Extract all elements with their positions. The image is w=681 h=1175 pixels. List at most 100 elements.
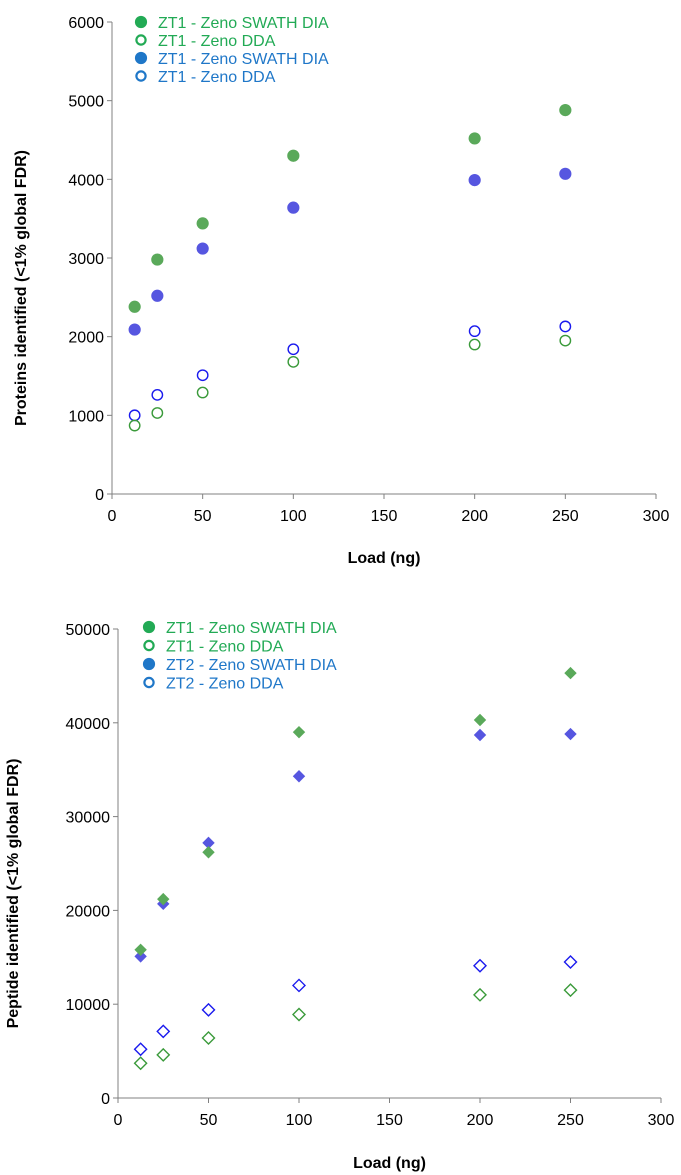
data-point xyxy=(128,300,141,313)
x-tick-label: 300 xyxy=(648,1112,675,1129)
legend-entry: ZT1 - Zeno SWATH DIA xyxy=(134,51,329,68)
series-3 xyxy=(133,955,578,1057)
legend-marker xyxy=(143,639,155,652)
data-point xyxy=(202,846,215,859)
data-point xyxy=(563,955,578,969)
data-point xyxy=(287,343,300,356)
data-point xyxy=(128,323,141,336)
data-point xyxy=(196,217,209,230)
y-axis-title: Proteins identified (<1% global FDR) xyxy=(13,150,30,426)
data-point xyxy=(563,983,578,998)
legend-entry: ZT1 - Zeno DDA xyxy=(143,639,284,656)
data-point xyxy=(468,174,481,187)
series-0 xyxy=(134,666,577,957)
legend-marker xyxy=(143,676,155,689)
data-point xyxy=(292,770,306,783)
data-point xyxy=(468,325,481,338)
data-point xyxy=(133,1042,148,1057)
data-point xyxy=(156,1047,171,1062)
x-tick-label: 100 xyxy=(286,1112,313,1129)
data-point xyxy=(559,167,572,180)
x-tick-label: 200 xyxy=(467,1112,494,1129)
legend-label: ZT1 - Zeno DDA xyxy=(166,639,284,656)
legend-entry: ZT2 - Zeno DDA xyxy=(143,676,284,693)
data-point xyxy=(292,1007,306,1022)
data-point xyxy=(134,950,147,963)
data-point xyxy=(201,1030,216,1045)
x-tick-label: 250 xyxy=(552,508,579,525)
data-point xyxy=(133,1056,148,1071)
y-tick-label: 20000 xyxy=(66,903,111,920)
legend-entry: ZT1 - Zeno DDA xyxy=(135,33,276,50)
peptides-chart: 0 10000 20000 30000 40000 50000 0 50 100 150 200 25… xyxy=(5,620,674,1172)
data-point xyxy=(564,727,577,741)
data-point xyxy=(151,289,164,302)
series-2 xyxy=(128,167,572,336)
legend-label: ZT1 - Zeno DDA xyxy=(158,69,276,86)
legend-marker xyxy=(142,620,156,634)
y-tick-label: 4000 xyxy=(68,172,104,189)
y-tick-label: 30000 xyxy=(66,810,111,827)
proteins-chart: 0 1000 2000 3000 4000 5000 6000 0 50 100 150 200 250… xyxy=(13,15,669,567)
y-tick-label: 10000 xyxy=(66,997,111,1014)
y-tick-label: 40000 xyxy=(66,716,111,733)
data-point xyxy=(196,242,209,255)
data-point xyxy=(201,1002,216,1017)
data-point xyxy=(156,1024,171,1039)
data-point xyxy=(473,987,487,1002)
data-point xyxy=(473,728,487,742)
x-tick-label: 0 xyxy=(114,1112,123,1129)
data-point xyxy=(559,320,572,333)
legend-label: ZT1 - Zeno SWATH DIA xyxy=(158,51,329,68)
legend-label: ZT2 - Zeno SWATH DIA xyxy=(166,657,337,674)
x-axis-title: Load (ng) xyxy=(348,550,421,567)
data-point xyxy=(287,149,300,162)
x-tick-label: 200 xyxy=(461,508,488,525)
data-point xyxy=(292,725,306,739)
data-point xyxy=(151,388,164,401)
legend-label: ZT1 - Zeno SWATH DIA xyxy=(158,15,329,32)
legend-entry: ZT1 - Zeno SWATH DIA xyxy=(142,620,337,637)
data-point xyxy=(559,104,572,117)
data-point xyxy=(468,132,481,145)
series-1 xyxy=(128,334,572,432)
series-1 xyxy=(133,983,578,1071)
data-point xyxy=(559,334,572,347)
x-tick-label: 50 xyxy=(200,1112,218,1129)
legend-entry: ZT2 - Zeno SWATH DIA xyxy=(142,657,337,674)
legend-label: ZT1 - Zeno DDA xyxy=(158,33,276,50)
series-2 xyxy=(134,727,577,963)
data-point xyxy=(564,666,577,680)
y-tick-label: 2000 xyxy=(68,330,104,347)
data-point xyxy=(468,338,481,351)
legend-label: ZT1 - Zeno SWATH DIA xyxy=(166,620,337,637)
data-point xyxy=(473,958,487,973)
data-point xyxy=(196,369,209,382)
x-axis-title: Load (ng) xyxy=(353,1155,426,1172)
legend-label: ZT2 - Zeno DDA xyxy=(166,676,284,693)
y-tick-label: 6000 xyxy=(68,15,104,32)
data-point xyxy=(151,253,164,266)
data-point xyxy=(128,409,141,422)
x-tick-label: 300 xyxy=(643,508,670,525)
data-point xyxy=(473,713,487,727)
data-point xyxy=(128,419,141,432)
legend-marker xyxy=(142,657,156,671)
legend-marker xyxy=(134,51,148,65)
y-tick-label: 50000 xyxy=(66,622,111,639)
data-point xyxy=(157,892,170,906)
x-tick-label: 100 xyxy=(280,508,307,525)
x-tick-label: 0 xyxy=(108,508,117,525)
data-point xyxy=(196,386,209,399)
data-point xyxy=(151,407,164,419)
x-tick-label: 150 xyxy=(376,1112,403,1129)
y-tick-label: 1000 xyxy=(68,408,104,425)
series-3 xyxy=(128,320,572,422)
legend-marker xyxy=(135,34,147,46)
legend-entry: ZT1 - Zeno DDA xyxy=(135,69,276,86)
legend-marker xyxy=(135,70,147,82)
y-tick-label: 0 xyxy=(101,1091,110,1108)
series-0 xyxy=(128,104,572,313)
y-tick-label: 3000 xyxy=(68,251,104,268)
data-point xyxy=(287,201,300,214)
